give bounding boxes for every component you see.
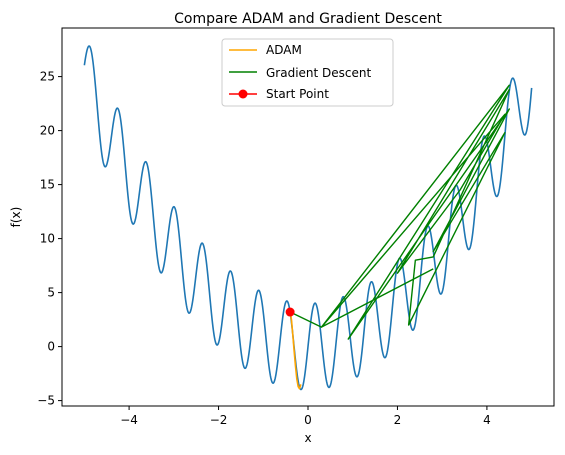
legend-start-marker bbox=[238, 89, 248, 99]
legend-start-label: Start Point bbox=[266, 87, 329, 101]
series-layer bbox=[285, 84, 510, 390]
function-curve-layer bbox=[83, 45, 533, 391]
y-tick-label: 0 bbox=[47, 340, 55, 354]
function-curve bbox=[83, 45, 533, 391]
y-tick-label: 10 bbox=[40, 232, 55, 246]
adam-path-line bbox=[289, 311, 302, 390]
legend-adam-label: ADAM bbox=[266, 43, 302, 57]
x-tick-label: −4 bbox=[120, 413, 138, 427]
x-axis-ticks: −4 −2 0 2 4 bbox=[120, 406, 491, 427]
legend-box bbox=[221, 38, 394, 107]
y-tick-label: 15 bbox=[40, 178, 55, 192]
x-tick-label: −2 bbox=[210, 413, 228, 427]
y-tick-label: 25 bbox=[40, 70, 55, 84]
y-axis-label: f(x) bbox=[9, 207, 23, 228]
gradient-descent-path-line bbox=[289, 84, 510, 340]
x-axis-label: x bbox=[304, 431, 311, 445]
y-tick-label: 5 bbox=[47, 286, 55, 300]
chart-title: Compare ADAM and Gradient Descent bbox=[174, 11, 442, 27]
x-tick-label: 4 bbox=[483, 413, 491, 427]
start-point-marker bbox=[285, 307, 295, 317]
legend: ADAM Gradient Descent Start Point bbox=[221, 38, 394, 107]
y-tick-label: −5 bbox=[37, 394, 55, 408]
x-tick-label: 0 bbox=[304, 413, 312, 427]
y-tick-label: 20 bbox=[40, 124, 55, 138]
legend-gd-label: Gradient Descent bbox=[266, 66, 372, 80]
y-axis-ticks: −5 0 5 10 15 20 25 bbox=[37, 70, 62, 408]
x-tick-label: 2 bbox=[394, 413, 402, 427]
